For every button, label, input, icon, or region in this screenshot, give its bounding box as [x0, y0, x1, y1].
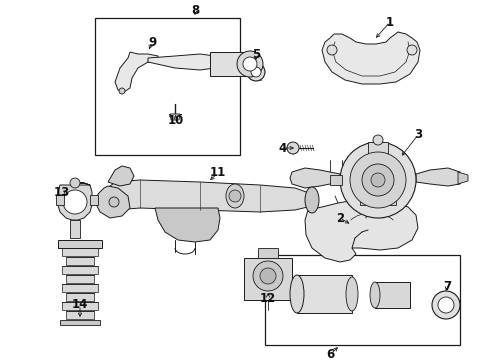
Polygon shape	[416, 168, 464, 186]
Circle shape	[243, 57, 257, 71]
Bar	[62, 284, 98, 292]
Ellipse shape	[346, 277, 358, 311]
Ellipse shape	[290, 275, 304, 313]
Circle shape	[287, 142, 299, 154]
Circle shape	[237, 51, 263, 77]
Circle shape	[362, 164, 394, 196]
Text: 11: 11	[210, 166, 226, 180]
Text: 13: 13	[54, 185, 70, 198]
Text: 12: 12	[260, 292, 276, 305]
Circle shape	[327, 45, 337, 55]
Text: 8: 8	[191, 4, 199, 17]
Polygon shape	[458, 172, 468, 184]
Text: 14: 14	[72, 298, 88, 311]
Ellipse shape	[370, 282, 380, 308]
Bar	[90, 195, 98, 205]
Text: 4: 4	[279, 141, 287, 154]
Circle shape	[63, 190, 87, 214]
Bar	[62, 266, 98, 274]
Polygon shape	[148, 54, 220, 70]
Bar	[58, 240, 102, 248]
Bar	[258, 248, 278, 258]
Text: 7: 7	[443, 279, 451, 292]
Circle shape	[432, 291, 460, 319]
Text: 9: 9	[148, 36, 156, 49]
Bar	[210, 52, 250, 76]
Bar	[70, 220, 80, 238]
Circle shape	[109, 197, 119, 207]
Polygon shape	[58, 183, 92, 220]
Bar	[244, 258, 292, 300]
Polygon shape	[104, 180, 316, 212]
Text: 3: 3	[414, 129, 422, 141]
Polygon shape	[96, 186, 130, 218]
Bar	[375, 282, 410, 308]
Polygon shape	[108, 166, 134, 186]
Text: 6: 6	[326, 348, 334, 360]
Circle shape	[119, 88, 125, 94]
Bar	[66, 311, 94, 319]
Polygon shape	[115, 52, 158, 92]
Circle shape	[253, 261, 283, 291]
Bar	[62, 248, 98, 256]
Bar	[368, 142, 388, 154]
Bar	[360, 195, 396, 205]
Polygon shape	[170, 114, 180, 120]
Ellipse shape	[226, 184, 244, 208]
Bar	[66, 293, 94, 301]
Bar	[60, 320, 100, 325]
Circle shape	[229, 190, 241, 202]
Circle shape	[350, 152, 406, 208]
Text: 1: 1	[386, 15, 394, 28]
Circle shape	[371, 173, 385, 187]
Circle shape	[251, 67, 261, 77]
Bar	[330, 175, 342, 185]
Circle shape	[340, 142, 416, 218]
Bar	[56, 195, 64, 205]
Bar	[66, 275, 94, 283]
Text: 2: 2	[336, 211, 344, 225]
Circle shape	[373, 135, 383, 145]
Bar	[297, 275, 352, 313]
Circle shape	[438, 297, 454, 313]
Ellipse shape	[305, 187, 319, 213]
Bar	[95, 18, 240, 155]
Text: 5: 5	[252, 49, 260, 62]
Polygon shape	[155, 208, 220, 242]
Text: 10: 10	[168, 113, 184, 126]
Bar	[66, 257, 94, 265]
Polygon shape	[322, 32, 420, 84]
Polygon shape	[290, 168, 340, 188]
Bar	[62, 302, 98, 310]
Circle shape	[70, 178, 80, 188]
Circle shape	[407, 45, 417, 55]
Circle shape	[260, 268, 276, 284]
Circle shape	[247, 63, 265, 81]
Polygon shape	[305, 200, 418, 262]
Bar	[265, 255, 460, 345]
